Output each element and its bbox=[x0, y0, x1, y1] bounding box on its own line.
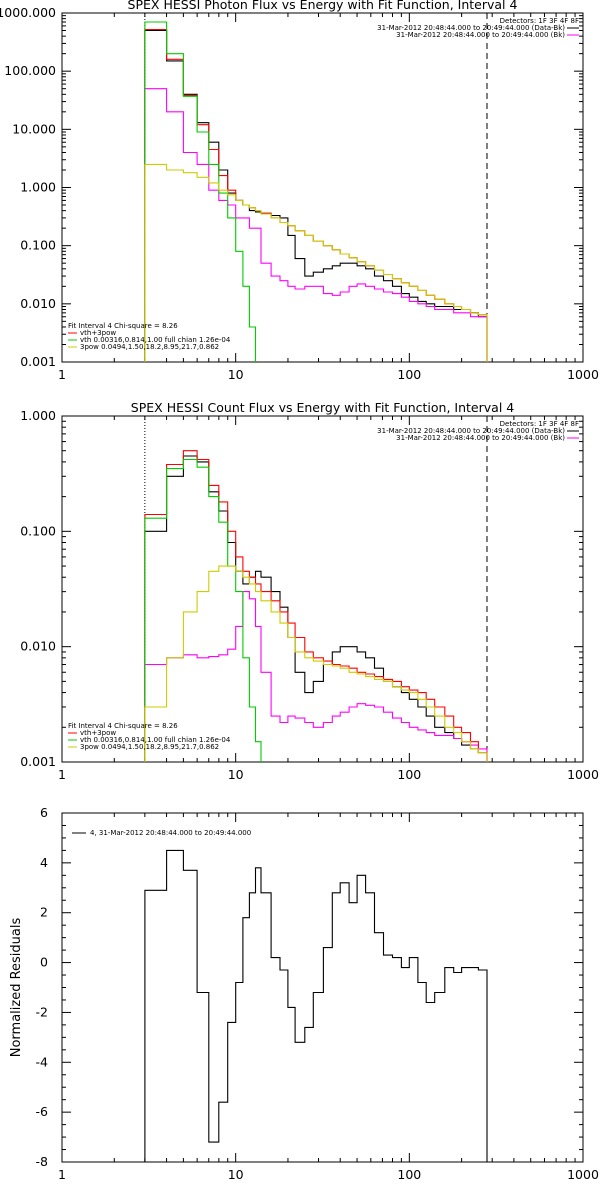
legend-entry: 31-Mar-2012 20:48:44.000 to 20:49:44.000… bbox=[377, 427, 565, 435]
y-tick-label: 0.100 bbox=[20, 238, 56, 253]
legend-entry: vth+3pow bbox=[80, 729, 116, 737]
y-tick-label: 0.010 bbox=[20, 639, 56, 654]
chart-panel-1: SPEX HESSI Photon Flux vs Energy with Fi… bbox=[0, 0, 599, 382]
y-tick-label: -8 bbox=[36, 1154, 49, 1169]
x-tick-label: 1000 bbox=[567, 767, 599, 782]
y-tick-label: 2 bbox=[40, 905, 48, 920]
y-tick-label: 4 bbox=[40, 855, 48, 870]
series-line-4 bbox=[144, 458, 262, 762]
x-tick-label: 10 bbox=[228, 767, 244, 782]
x-tick-label: 10 bbox=[228, 1167, 244, 1182]
y-tick-label: 0.010 bbox=[20, 296, 56, 311]
chart-title: SPEX HESSI Count Flux vs Energy with Fit… bbox=[131, 400, 514, 415]
legend-entry: vth+3pow bbox=[80, 329, 116, 337]
y-axis-label: Normalized Residuals bbox=[9, 918, 24, 1058]
y-tick-label: -2 bbox=[36, 1004, 48, 1019]
series-line-4 bbox=[144, 21, 257, 362]
x-tick-label: 1 bbox=[58, 1167, 66, 1182]
y-tick-label: 1.000 bbox=[20, 180, 56, 195]
legend-entry: vth 0.00316,0.814,1.00 full chian 1.26e-… bbox=[80, 336, 231, 344]
series-line-3 bbox=[144, 450, 488, 762]
y-tick-label: -6 bbox=[36, 1104, 49, 1119]
legend-entry: 31-Mar-2012 20:48:44.000 to 20:49:44.000… bbox=[396, 434, 565, 442]
x-tick-label: 100 bbox=[397, 367, 421, 382]
series-line-2 bbox=[144, 88, 488, 362]
series-line-1 bbox=[144, 849, 488, 1162]
x-tick-label: 1 bbox=[58, 767, 66, 782]
legend-detectors: Detectors: 1F 3F 4F 8F bbox=[500, 420, 579, 428]
legend-fit-info: Fit Interval 4 Chi-square = 8.26 bbox=[68, 322, 178, 330]
chart-panel-2: SPEX HESSI Count Flux vs Energy with Fit… bbox=[20, 400, 599, 782]
y-tick-label: 0.001 bbox=[20, 754, 56, 769]
series-line-5 bbox=[144, 565, 488, 762]
y-tick-label: 1000.000 bbox=[0, 5, 56, 20]
plot-frame bbox=[61, 12, 584, 363]
series-line-5 bbox=[144, 163, 488, 362]
y-tick-label: 0 bbox=[40, 955, 48, 970]
x-tick-label: 100 bbox=[397, 1167, 421, 1182]
y-tick-label: 6 bbox=[40, 805, 48, 820]
chart-title: SPEX HESSI Photon Flux vs Energy with Fi… bbox=[128, 0, 518, 12]
legend-entry: 31-Mar-2012 20:48:44.000 to 20:49:44.000… bbox=[396, 31, 565, 39]
legend-entry: vth 0.00316,0.814,1.00 full chian 1.26e-… bbox=[80, 736, 231, 744]
legend-entry: 31-Mar-2012 20:48:44.000 to 20:49:44.000… bbox=[377, 24, 565, 32]
chart-panel-3: 1 10 100 1000 -8 -6 -4 -2 0 2 4 6 Normalized Residua… bbox=[9, 805, 599, 1182]
legend-detectors: Detectors: 1F 3F 4F 8F bbox=[500, 17, 579, 25]
legend-entry: 3pow 0.0494,1.50,18.2,8.95,21.7,0.862 bbox=[80, 343, 219, 351]
plot-frame bbox=[61, 415, 584, 763]
y-tick-label: 10.000 bbox=[12, 121, 56, 136]
x-tick-label: 1 bbox=[58, 367, 66, 382]
y-tick-label: 0.001 bbox=[20, 354, 56, 369]
y-tick-label: -4 bbox=[36, 1054, 49, 1069]
legend-entry: 4, 31-Mar-2012 20:48:44.000 to 20:49:44.… bbox=[90, 829, 251, 837]
y-tick-label: 100.000 bbox=[4, 63, 56, 78]
legend-entry: 3pow 0.0494,1.50,18.2,8.95,21.7,0.862 bbox=[80, 743, 219, 751]
legend-fit-info: Fit Interval 4 Chi-square = 8.26 bbox=[68, 722, 178, 730]
plot-frame bbox=[61, 812, 584, 1163]
y-tick-label: 0.100 bbox=[20, 523, 56, 538]
x-tick-label: 1000 bbox=[567, 1167, 599, 1182]
x-tick-label: 10 bbox=[228, 367, 244, 382]
x-tick-label: 100 bbox=[397, 767, 421, 782]
series-line-2 bbox=[144, 591, 488, 762]
x-tick-label: 1000 bbox=[567, 367, 599, 382]
y-tick-label: 1.000 bbox=[20, 408, 56, 423]
